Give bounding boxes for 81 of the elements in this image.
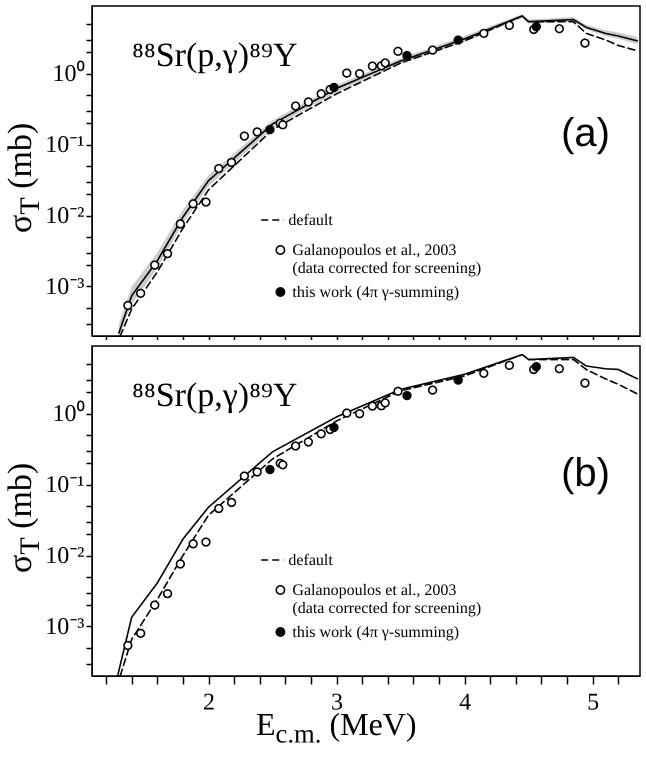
y-tick-label: 10⁻¹ [45,472,84,498]
point [554,364,564,374]
y-tick-label: 10⁻² [45,203,84,230]
y-tick-label: 10⁻³ [45,614,84,640]
point [123,300,133,310]
y-tick-label: 10⁰ [52,400,84,428]
point [188,199,198,209]
point [201,197,211,207]
point [176,559,186,569]
point [554,24,564,34]
point [354,409,364,418]
x-tick-label: 2 [203,690,216,716]
point [393,46,403,56]
point [532,22,541,32]
point [532,362,541,372]
legend-label: Galanopoulos et al., 2003 (data corrected for screening) [292,242,482,277]
point [504,20,514,30]
point [428,45,438,55]
point [226,158,236,168]
point [136,288,146,298]
point [504,360,514,370]
point [368,401,378,411]
point [580,38,590,48]
point [304,97,314,107]
x-tick-label: 5 [587,690,600,716]
point [150,600,160,610]
legend-label: this work (4π γ-summing) [292,624,460,641]
point [454,35,463,45]
y-tick-label: 10⁰ [52,60,84,88]
point [580,378,590,388]
legend-label: this work (4π γ-summing) [292,284,460,301]
point [393,386,403,396]
point [150,260,160,270]
y-tick-label: 10⁻² [45,543,84,570]
point [304,437,314,447]
point [252,127,262,137]
point [290,101,300,111]
annotation: ⁸⁸Sr(p,γ)⁸⁹Y [132,37,298,74]
annotation: ⁸⁸Sr(p,γ)⁸⁹Y [132,377,298,414]
point [342,68,352,78]
point [479,28,488,38]
point [380,58,390,68]
x-tick-label: 4 [459,690,472,716]
point [316,429,326,438]
point [380,398,390,408]
point [278,120,288,130]
point [214,504,224,514]
point [342,408,352,418]
point [188,539,198,549]
legend-label: Galanopoulos et al., 2003 (data corrected for screening) [292,582,482,617]
point [454,375,463,385]
point [162,588,172,598]
y-tick-label: 10⁻³ [45,274,84,300]
point [479,368,488,378]
point [368,61,378,71]
point [136,628,146,638]
legend-label: default [288,212,334,229]
point [240,471,250,481]
point [252,467,262,477]
point [123,640,133,650]
point [316,89,326,98]
annotation: (a) [561,111,610,155]
point [402,50,412,60]
point [402,390,412,400]
point [329,422,339,432]
point [162,248,172,258]
legend-label: default [288,552,334,569]
point [226,498,236,508]
point [290,441,300,451]
point [176,219,186,229]
point [329,82,339,92]
point [214,164,224,174]
point [265,124,275,134]
point [240,131,250,141]
annotation: (b) [561,451,610,495]
point [265,464,275,474]
point [354,69,364,78]
point [278,460,288,470]
y-tick-label: 10⁻¹ [45,132,84,158]
point [428,385,438,395]
point [201,537,211,547]
